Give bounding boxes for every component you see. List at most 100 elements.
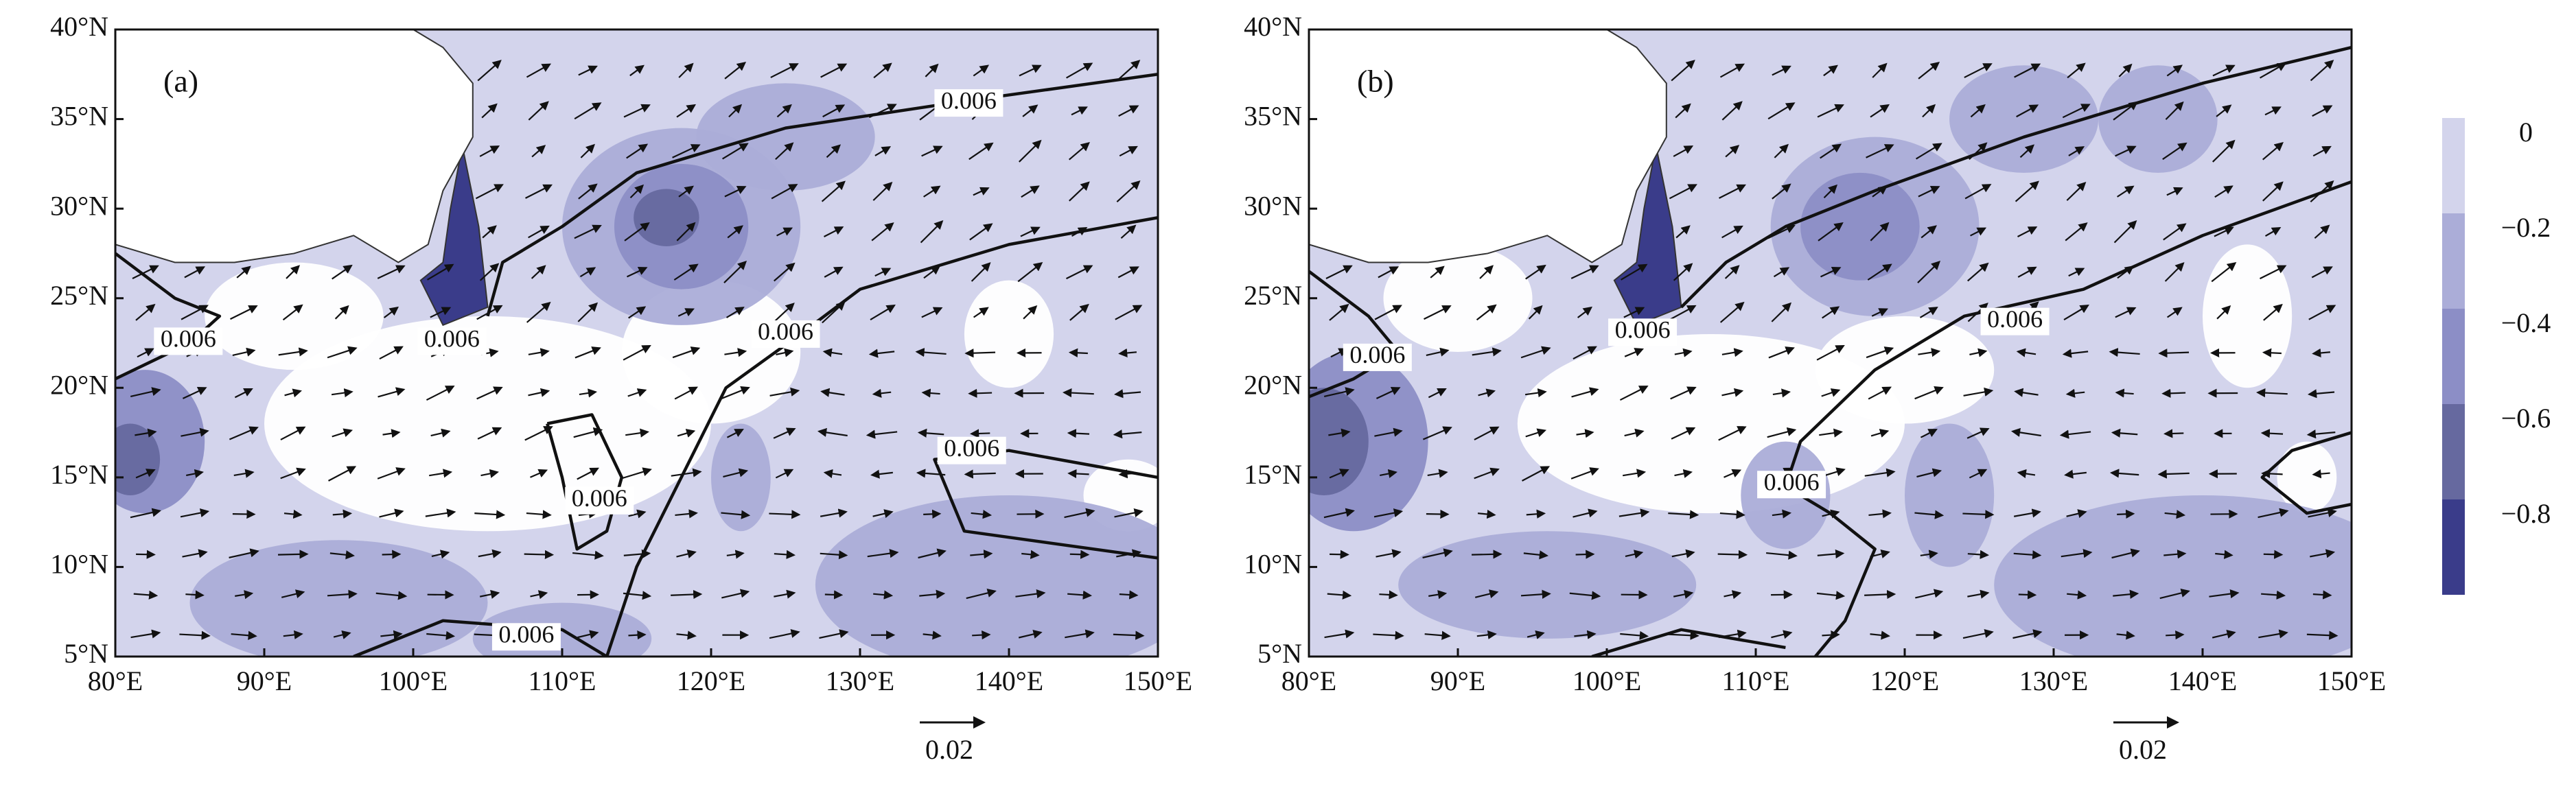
- wind-vector: [1870, 222, 1890, 241]
- wind-vector: [282, 304, 303, 321]
- wind-vector: [721, 510, 751, 519]
- wind-vector: [923, 630, 942, 640]
- wind-vector: [1430, 265, 1445, 279]
- wind-vector: [2262, 181, 2284, 202]
- wind-vector: [382, 550, 402, 559]
- y-tick-label: 30°N: [1244, 190, 1302, 221]
- wind-vector: [580, 143, 595, 158]
- wind-vector: [1969, 469, 1988, 479]
- wind-vector: [2062, 349, 2089, 358]
- wind-vector: [1673, 263, 1693, 281]
- wind-vector: [2159, 588, 2190, 600]
- wind-vector: [1674, 469, 1693, 478]
- wind-vector: [1020, 226, 1041, 237]
- wind-vector: [769, 510, 801, 519]
- wind-vector: [2059, 429, 2091, 439]
- wind-vector: [2211, 261, 2237, 283]
- wind-vector: [286, 265, 300, 279]
- wind-vector: [1119, 590, 1139, 600]
- wind-vector: [2017, 469, 2036, 478]
- wind-vector: [1915, 589, 1944, 599]
- wind-vector: [2109, 469, 2139, 478]
- contour-line: [115, 252, 222, 381]
- wind-vector: [133, 590, 159, 600]
- wind-vector: [1625, 550, 1644, 559]
- wind-vector: [2312, 145, 2332, 157]
- plateau: [115, 29, 474, 263]
- wind-vector: [1019, 64, 1042, 77]
- wind-vector: [577, 467, 600, 480]
- wind-vector: [579, 388, 598, 398]
- contour-label-bg: [417, 327, 487, 355]
- wind-vector: [2216, 305, 2231, 320]
- wind-vector: [229, 426, 259, 440]
- wind-vector: [1069, 303, 1089, 321]
- wind-vector: [2212, 629, 2236, 639]
- shading: [634, 189, 699, 246]
- wind-vector: [822, 104, 846, 118]
- wind-vector: [1724, 590, 1742, 600]
- wind-vector: [1719, 184, 1746, 199]
- x-tick-label: 120°E: [677, 665, 745, 696]
- wind-vector: [281, 589, 305, 599]
- wind-vector: [2261, 590, 2286, 600]
- wind-vector: [1967, 550, 1989, 559]
- wind-vector: [722, 143, 749, 160]
- wind-vector: [873, 590, 894, 600]
- wind-vector: [625, 428, 649, 438]
- wind-vector: [280, 467, 306, 480]
- shading: [2203, 244, 2293, 388]
- wind-vector: [1022, 104, 1038, 117]
- shading: [964, 280, 1054, 388]
- wind-vector: [623, 104, 651, 118]
- wind-vector: [2064, 469, 2087, 479]
- wind-vector: [2013, 508, 2041, 518]
- wind-vector: [135, 303, 156, 321]
- wind-vector: [1021, 550, 1040, 559]
- wind-vector: [622, 467, 652, 479]
- wind-vector: [1821, 388, 1841, 397]
- wind-vector: [1120, 224, 1137, 239]
- wind-vector: [721, 386, 750, 400]
- contour-label: 0.006: [758, 318, 813, 345]
- wind-vector: [2260, 429, 2284, 438]
- wind-vector: [1772, 388, 1791, 398]
- wind-vector: [1866, 346, 1894, 359]
- wind-vector: [2067, 590, 2087, 600]
- wind-vector: [921, 307, 943, 318]
- wind-vector: [574, 224, 602, 239]
- wind-vector: [2163, 550, 2187, 559]
- wind-vector: [1478, 388, 1496, 398]
- wind-vector: [1015, 589, 1046, 599]
- wind-vector: [480, 469, 499, 478]
- wind-vector: [1065, 629, 1095, 639]
- colorbar-segment: [2442, 118, 2465, 213]
- wind-vector: [873, 62, 892, 79]
- wind-vector: [826, 144, 842, 158]
- x-tick-label: 140°E: [2168, 665, 2237, 696]
- y-tick-label: 10°N: [50, 549, 108, 580]
- wind-vector: [671, 589, 703, 600]
- wind-vector: [1820, 143, 1842, 159]
- wind-vector: [1668, 510, 1699, 519]
- contour-label-bg: [491, 623, 561, 651]
- wind-vector: [1920, 550, 1938, 559]
- y-tick-label: 15°N: [50, 459, 108, 490]
- wind-vector: [774, 589, 796, 599]
- wind-vector: [185, 590, 205, 600]
- wind-vector: [968, 388, 993, 398]
- wind-vector: [1118, 105, 1139, 117]
- wind-vector: [2115, 145, 2137, 157]
- wind-vector: [1669, 184, 1697, 200]
- wind-vector: [1474, 426, 1500, 440]
- wind-vector: [2165, 101, 2184, 120]
- wind-vector: [2216, 104, 2232, 117]
- wind-vector: [1721, 388, 1744, 397]
- wind-vector: [870, 469, 893, 479]
- wind-vector: [1474, 589, 1499, 599]
- wind-vector: [1570, 265, 1599, 279]
- wind-vector: [1426, 509, 1450, 519]
- wind-vector: [2117, 509, 2135, 519]
- wind-vector: [973, 187, 990, 196]
